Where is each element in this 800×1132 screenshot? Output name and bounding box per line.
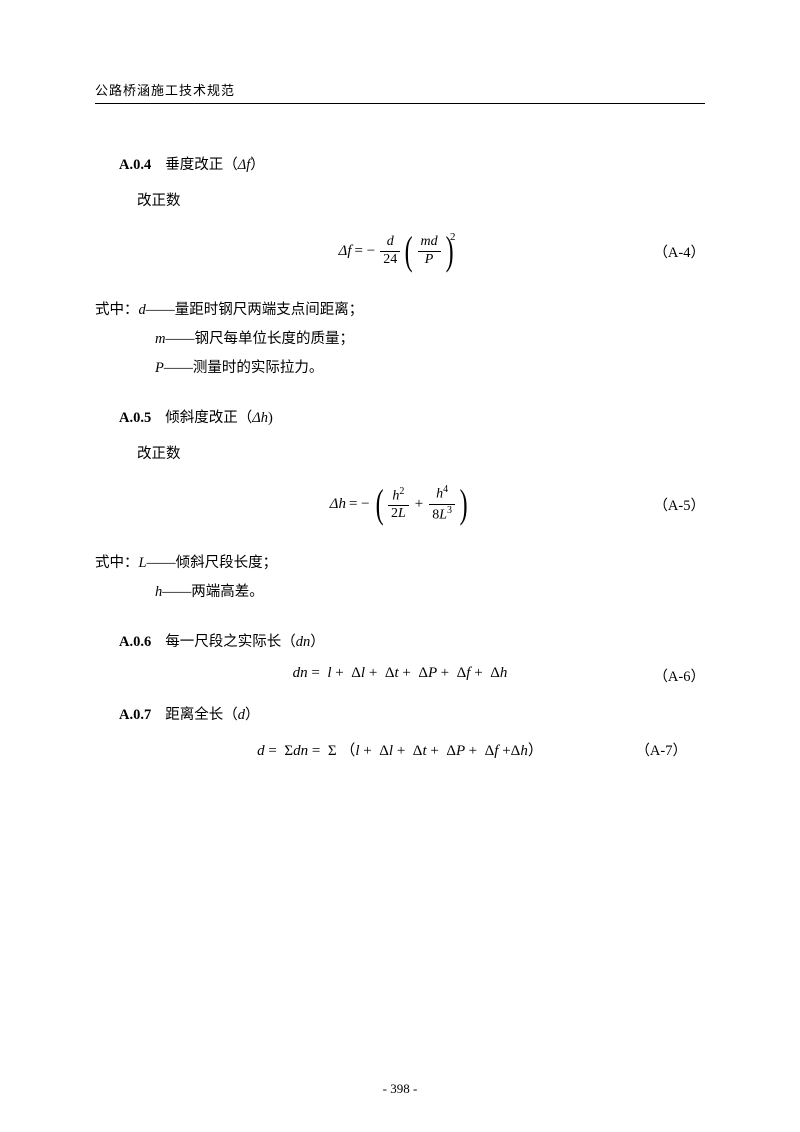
def-text: ——倾斜尺段长度； bbox=[147, 555, 278, 571]
def-text: ——测量时的实际拉力。 bbox=[164, 360, 324, 376]
def-sym: L bbox=[139, 555, 147, 571]
frac-md-p: md P bbox=[418, 234, 441, 269]
equation-a5: Δh = − ( h2 2L + h4 8L3 ) （A-5） bbox=[95, 479, 705, 529]
doc-header-title: 公路桥涵施工技术规范 bbox=[95, 80, 705, 99]
section-a07-heading: A.0.7 距离全长（d） bbox=[119, 702, 705, 728]
eq-lhs: Δf bbox=[339, 243, 352, 260]
equation-a7: d = Σdn = Σ （l + Δl + Δt + ΔP + Δf +Δh） … bbox=[95, 739, 705, 760]
frac-num: md bbox=[418, 234, 441, 251]
def-text: ——量距时钢尺两端支点间距离； bbox=[146, 302, 364, 318]
lparen-icon: ( bbox=[375, 484, 383, 524]
section-a06-heading: A.0.6 每一尺段之实际长（dn） bbox=[119, 629, 705, 655]
def-intro: 式中： bbox=[95, 555, 139, 571]
equation-a6-body: dn = l + Δl + Δt + ΔP + Δf + Δh bbox=[293, 665, 508, 681]
eq-lhs: Δh bbox=[330, 496, 346, 513]
def-line: h——两端高差。 bbox=[155, 578, 705, 607]
a04-subtext: 改正数 bbox=[137, 188, 705, 214]
page-footer: - 398 - bbox=[0, 1081, 800, 1097]
frac-h4-8l3: h4 8L3 bbox=[429, 484, 455, 524]
heading-symbol: dn bbox=[296, 634, 311, 650]
heading-symbol: d bbox=[238, 707, 245, 723]
equation-label: （A-5） bbox=[653, 494, 705, 515]
a04-definitions: 式中：d——量距时钢尺两端支点间距离； m——钢尺每单位长度的质量； P——测量… bbox=[95, 296, 705, 383]
equation-a7-body: d = Σdn = Σ （l + Δl + Δt + ΔP + Δf +Δh） bbox=[257, 743, 543, 759]
section-number: A.0.5 bbox=[119, 410, 151, 426]
def-text: ——两端高差。 bbox=[162, 584, 264, 600]
heading-text-pre: 每一尺段之实际长（ bbox=[165, 634, 296, 650]
frac-num: h2 bbox=[389, 486, 407, 505]
frac-den: P bbox=[422, 252, 437, 269]
equation-a4-body: Δf = − d 24 ( md P ) 2 bbox=[339, 231, 462, 271]
equation-a6: dn = l + Δl + Δt + ΔP + Δf + Δh （A-6） bbox=[95, 665, 705, 682]
def-line: m——钢尺每单位长度的质量； bbox=[155, 325, 705, 354]
heading-text-pre: 距离全长（ bbox=[165, 707, 238, 723]
frac-d-24: d 24 bbox=[380, 234, 400, 269]
equation-label: （A-7） bbox=[635, 739, 687, 760]
equation-label: （A-4） bbox=[653, 241, 705, 262]
equation-a4: Δf = − d 24 ( md P ) 2 （A-4） bbox=[95, 226, 705, 276]
exponent: 2 bbox=[450, 231, 456, 243]
section-a05-heading: A.0.5 倾斜度改正（Δh) bbox=[119, 405, 705, 431]
equation-label: （A-6） bbox=[653, 665, 705, 686]
equation-a5-body: Δh = − ( h2 2L + h4 8L3 ) bbox=[330, 484, 471, 524]
frac-h2-2l: h2 2L bbox=[388, 486, 409, 523]
a05-subtext: 改正数 bbox=[137, 441, 705, 467]
heading-symbol: Δh bbox=[252, 410, 268, 426]
frac-num: d bbox=[384, 234, 397, 251]
header-underline bbox=[95, 103, 705, 104]
heading-text-pre: 垂度改正（ bbox=[165, 157, 238, 173]
section-number: A.0.6 bbox=[119, 634, 151, 650]
heading-text-pre: 倾斜度改正（ bbox=[165, 410, 252, 426]
frac-den: 24 bbox=[380, 252, 400, 269]
def-line: 式中：L——倾斜尺段长度； bbox=[95, 549, 705, 578]
frac-den: 8L3 bbox=[429, 505, 455, 524]
def-sym: P bbox=[155, 360, 164, 376]
rparen-icon: ) bbox=[460, 484, 468, 524]
def-text: ——钢尺每单位长度的质量； bbox=[165, 331, 354, 347]
section-a04-heading: A.0.4 垂度改正（Δf） bbox=[119, 152, 705, 178]
def-intro: 式中： bbox=[95, 302, 139, 318]
def-line: 式中：d——量距时钢尺两端支点间距离； bbox=[95, 296, 705, 325]
heading-text-post: ) bbox=[268, 410, 273, 426]
heading-text-post: ） bbox=[250, 157, 265, 173]
lparen-icon: ( bbox=[405, 231, 413, 271]
frac-num: h4 bbox=[433, 484, 451, 503]
def-sym: d bbox=[139, 302, 146, 318]
heading-text-post: ） bbox=[245, 707, 260, 723]
heading-symbol: Δf bbox=[238, 157, 251, 173]
def-sym: m bbox=[155, 331, 165, 347]
section-number: A.0.4 bbox=[119, 157, 151, 173]
heading-text-post: ） bbox=[310, 634, 325, 650]
a05-definitions: 式中：L——倾斜尺段长度； h——两端高差。 bbox=[95, 549, 705, 607]
def-line: P——测量时的实际拉力。 bbox=[155, 354, 705, 383]
frac-den: 2L bbox=[388, 506, 409, 523]
section-number: A.0.7 bbox=[119, 707, 151, 723]
